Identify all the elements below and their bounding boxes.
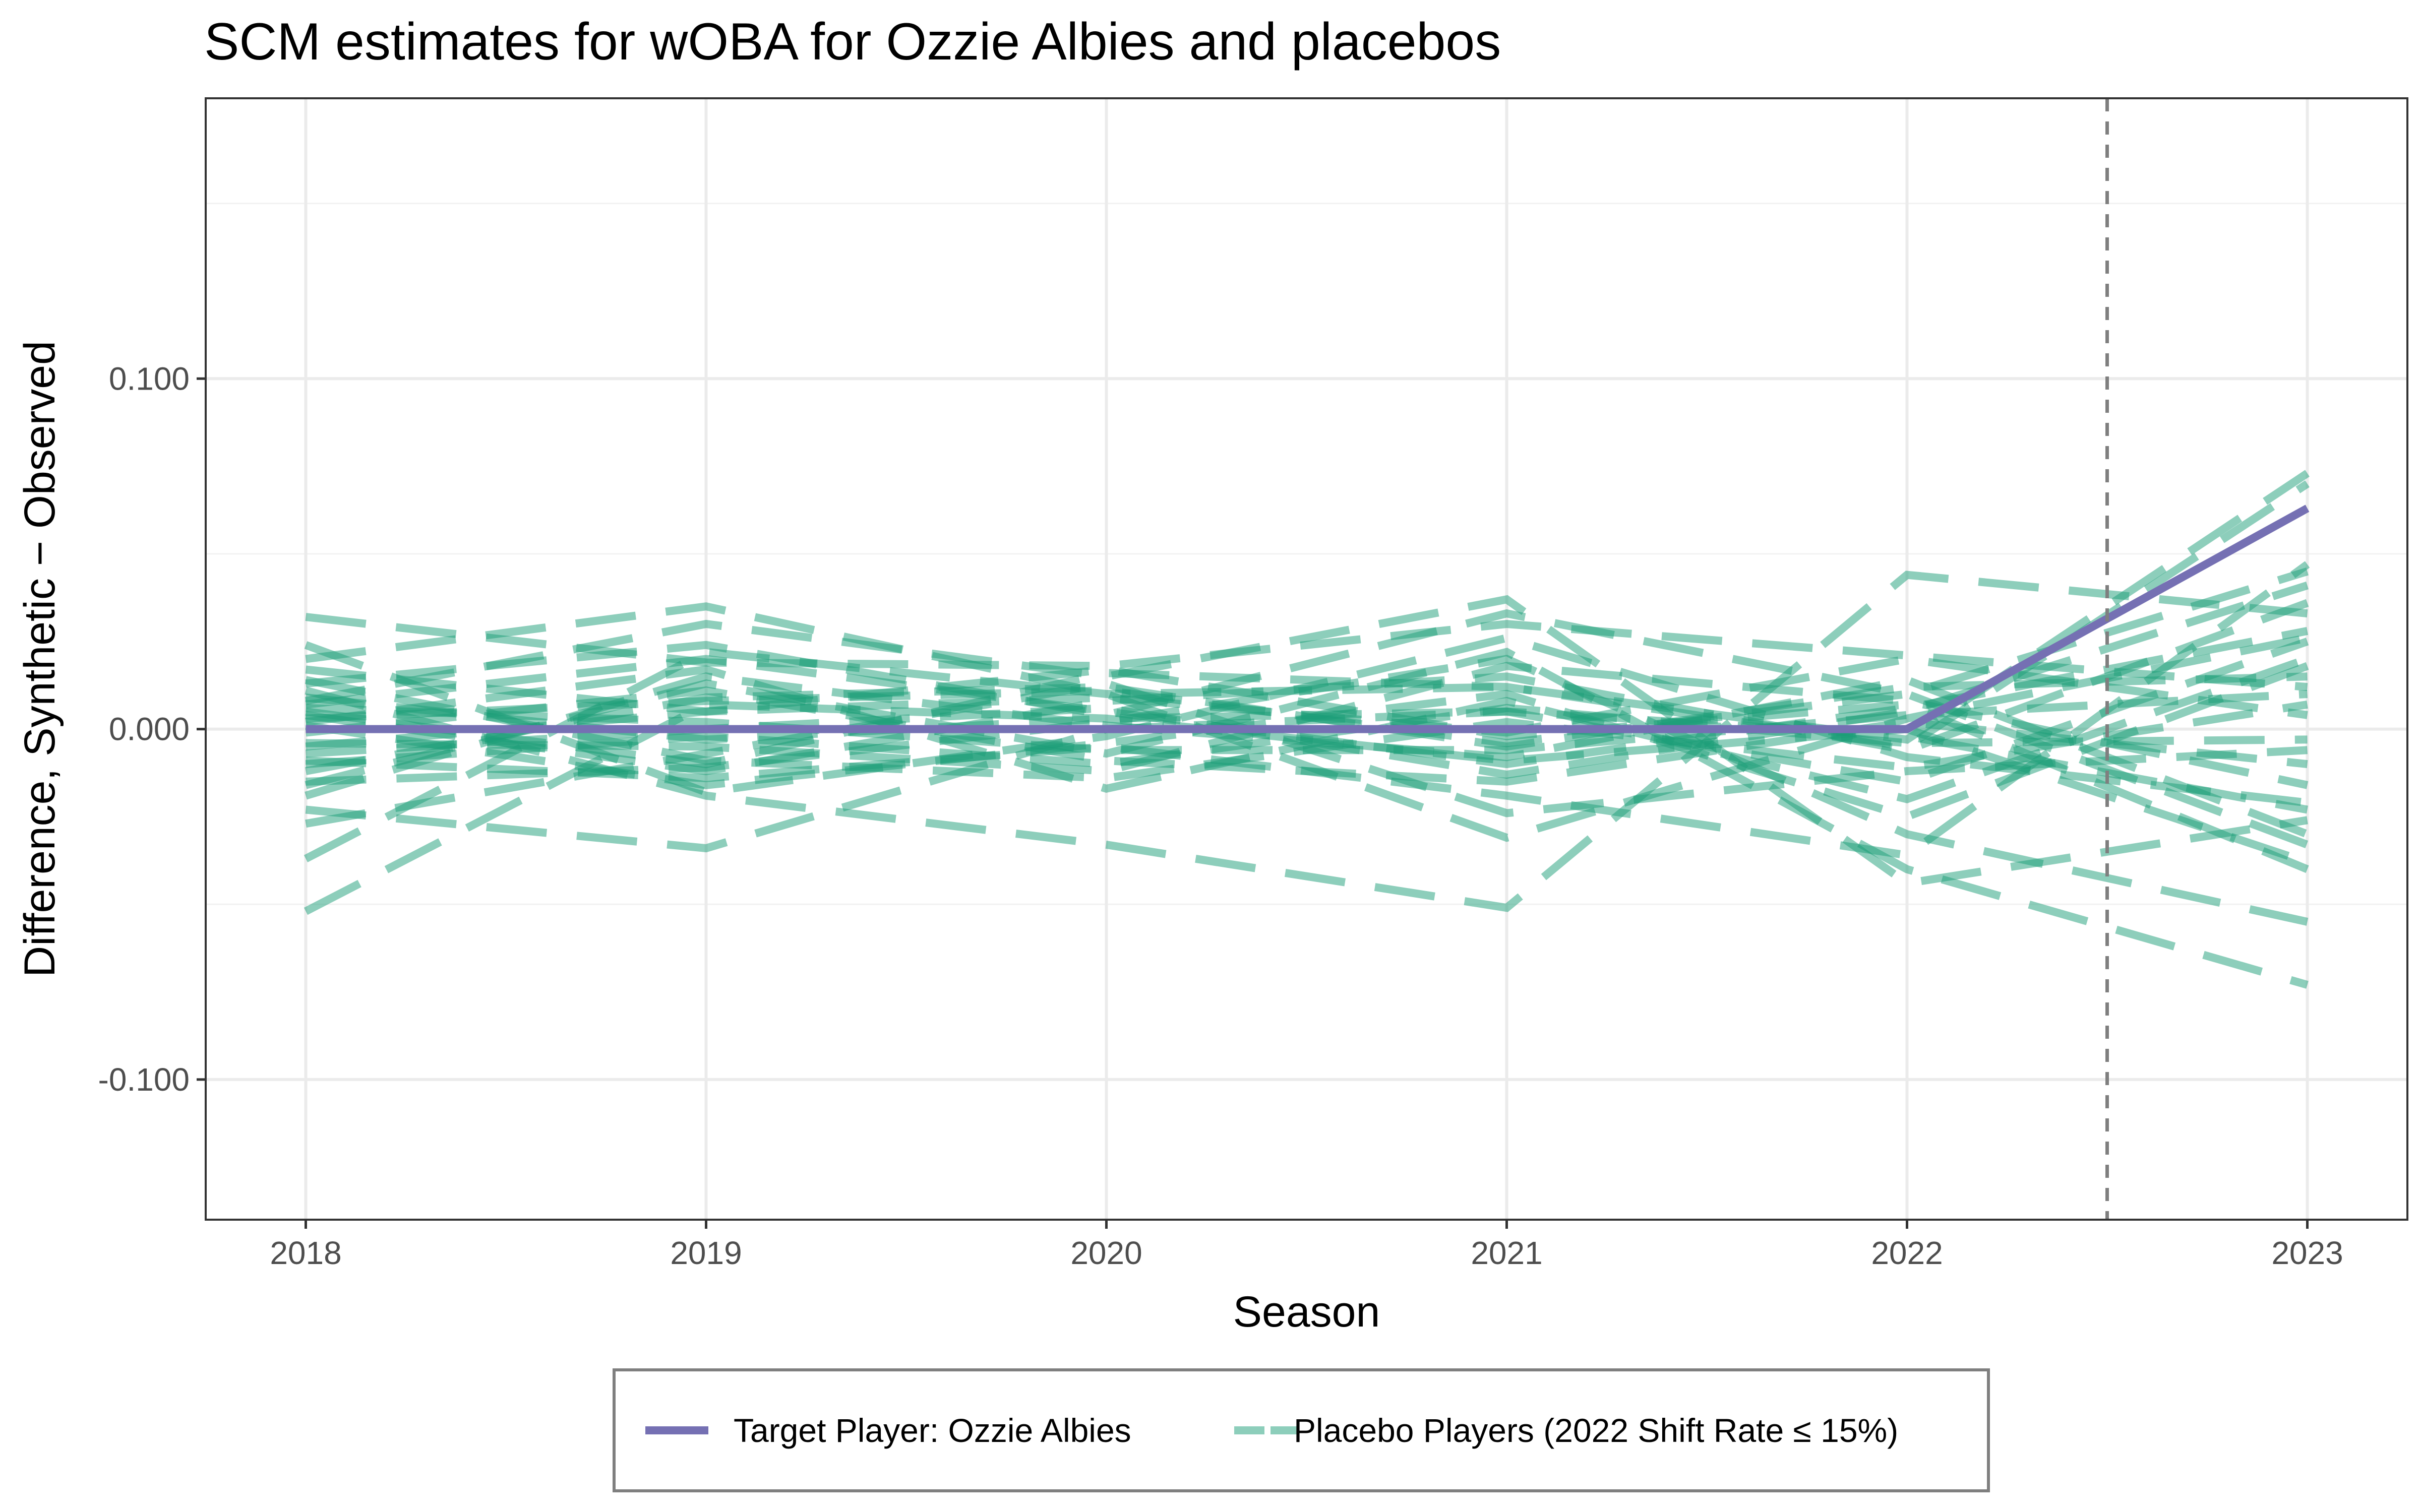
x-axis-ticks: 2018 2019 2020 2021 2022 2023 [270, 1220, 2343, 1271]
legend-label-target: Target Player: Ozzie Albies [734, 1412, 1131, 1449]
placebo-line-29 [306, 690, 2308, 754]
placebo-line-0 [305, 613, 2308, 691]
placebo-line-26 [305, 704, 2308, 769]
x-tick-label-4: 2022 [1871, 1235, 1943, 1271]
legend: Target Player: Ozzie Albies Placebo Play… [613, 1368, 1990, 1492]
placebo-line-12 [305, 609, 2309, 849]
target-layer [306, 505, 2310, 733]
placebo-line-27 [306, 568, 2309, 747]
chart-title: SCM estimates for wOBA for Ozzie Albies … [204, 13, 1501, 71]
x-tick-label-5: 2023 [2271, 1235, 2343, 1271]
x-tick-label-3: 2021 [1471, 1235, 1542, 1271]
placebo-line-28 [306, 655, 2309, 926]
x-tick-label-0: 2018 [270, 1235, 341, 1271]
legend-box [613, 1368, 1990, 1492]
placebo-lines [304, 470, 2310, 989]
y-tick-label-1: 0.000 [109, 711, 190, 747]
y-axis-ticks: -0.100 0.000 0.100 [98, 360, 206, 1098]
x-tick-label-2: 2020 [1070, 1235, 1142, 1271]
x-tick-label-1: 2019 [670, 1235, 742, 1271]
panel-border [205, 97, 2408, 1221]
placebo-line-8 [305, 480, 2310, 769]
legend-label-placebo: Placebo Players (2022 Shift Rate ≤ 15%) [1294, 1412, 1898, 1449]
y-axis-title: Difference, Synthetic − Observed [16, 341, 64, 977]
target-line [306, 505, 2310, 733]
y-tick-label-0: -0.100 [98, 1061, 190, 1098]
placebo-line-5 [305, 571, 2308, 912]
placebo-line-3 [305, 602, 2309, 842]
placebo-line-23 [305, 665, 2309, 873]
y-tick-label-2: 0.100 [109, 360, 190, 397]
placebo-line-6 [305, 595, 2308, 888]
x-axis-title: Season [1233, 1288, 1380, 1336]
